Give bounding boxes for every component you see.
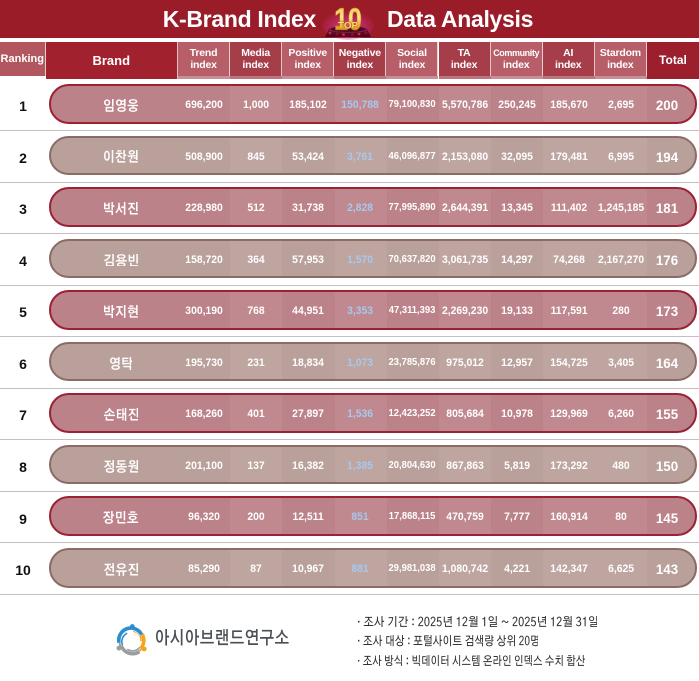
svg-text:TOP: TOP (338, 21, 359, 32)
svg-text:10: 10 (334, 2, 362, 37)
